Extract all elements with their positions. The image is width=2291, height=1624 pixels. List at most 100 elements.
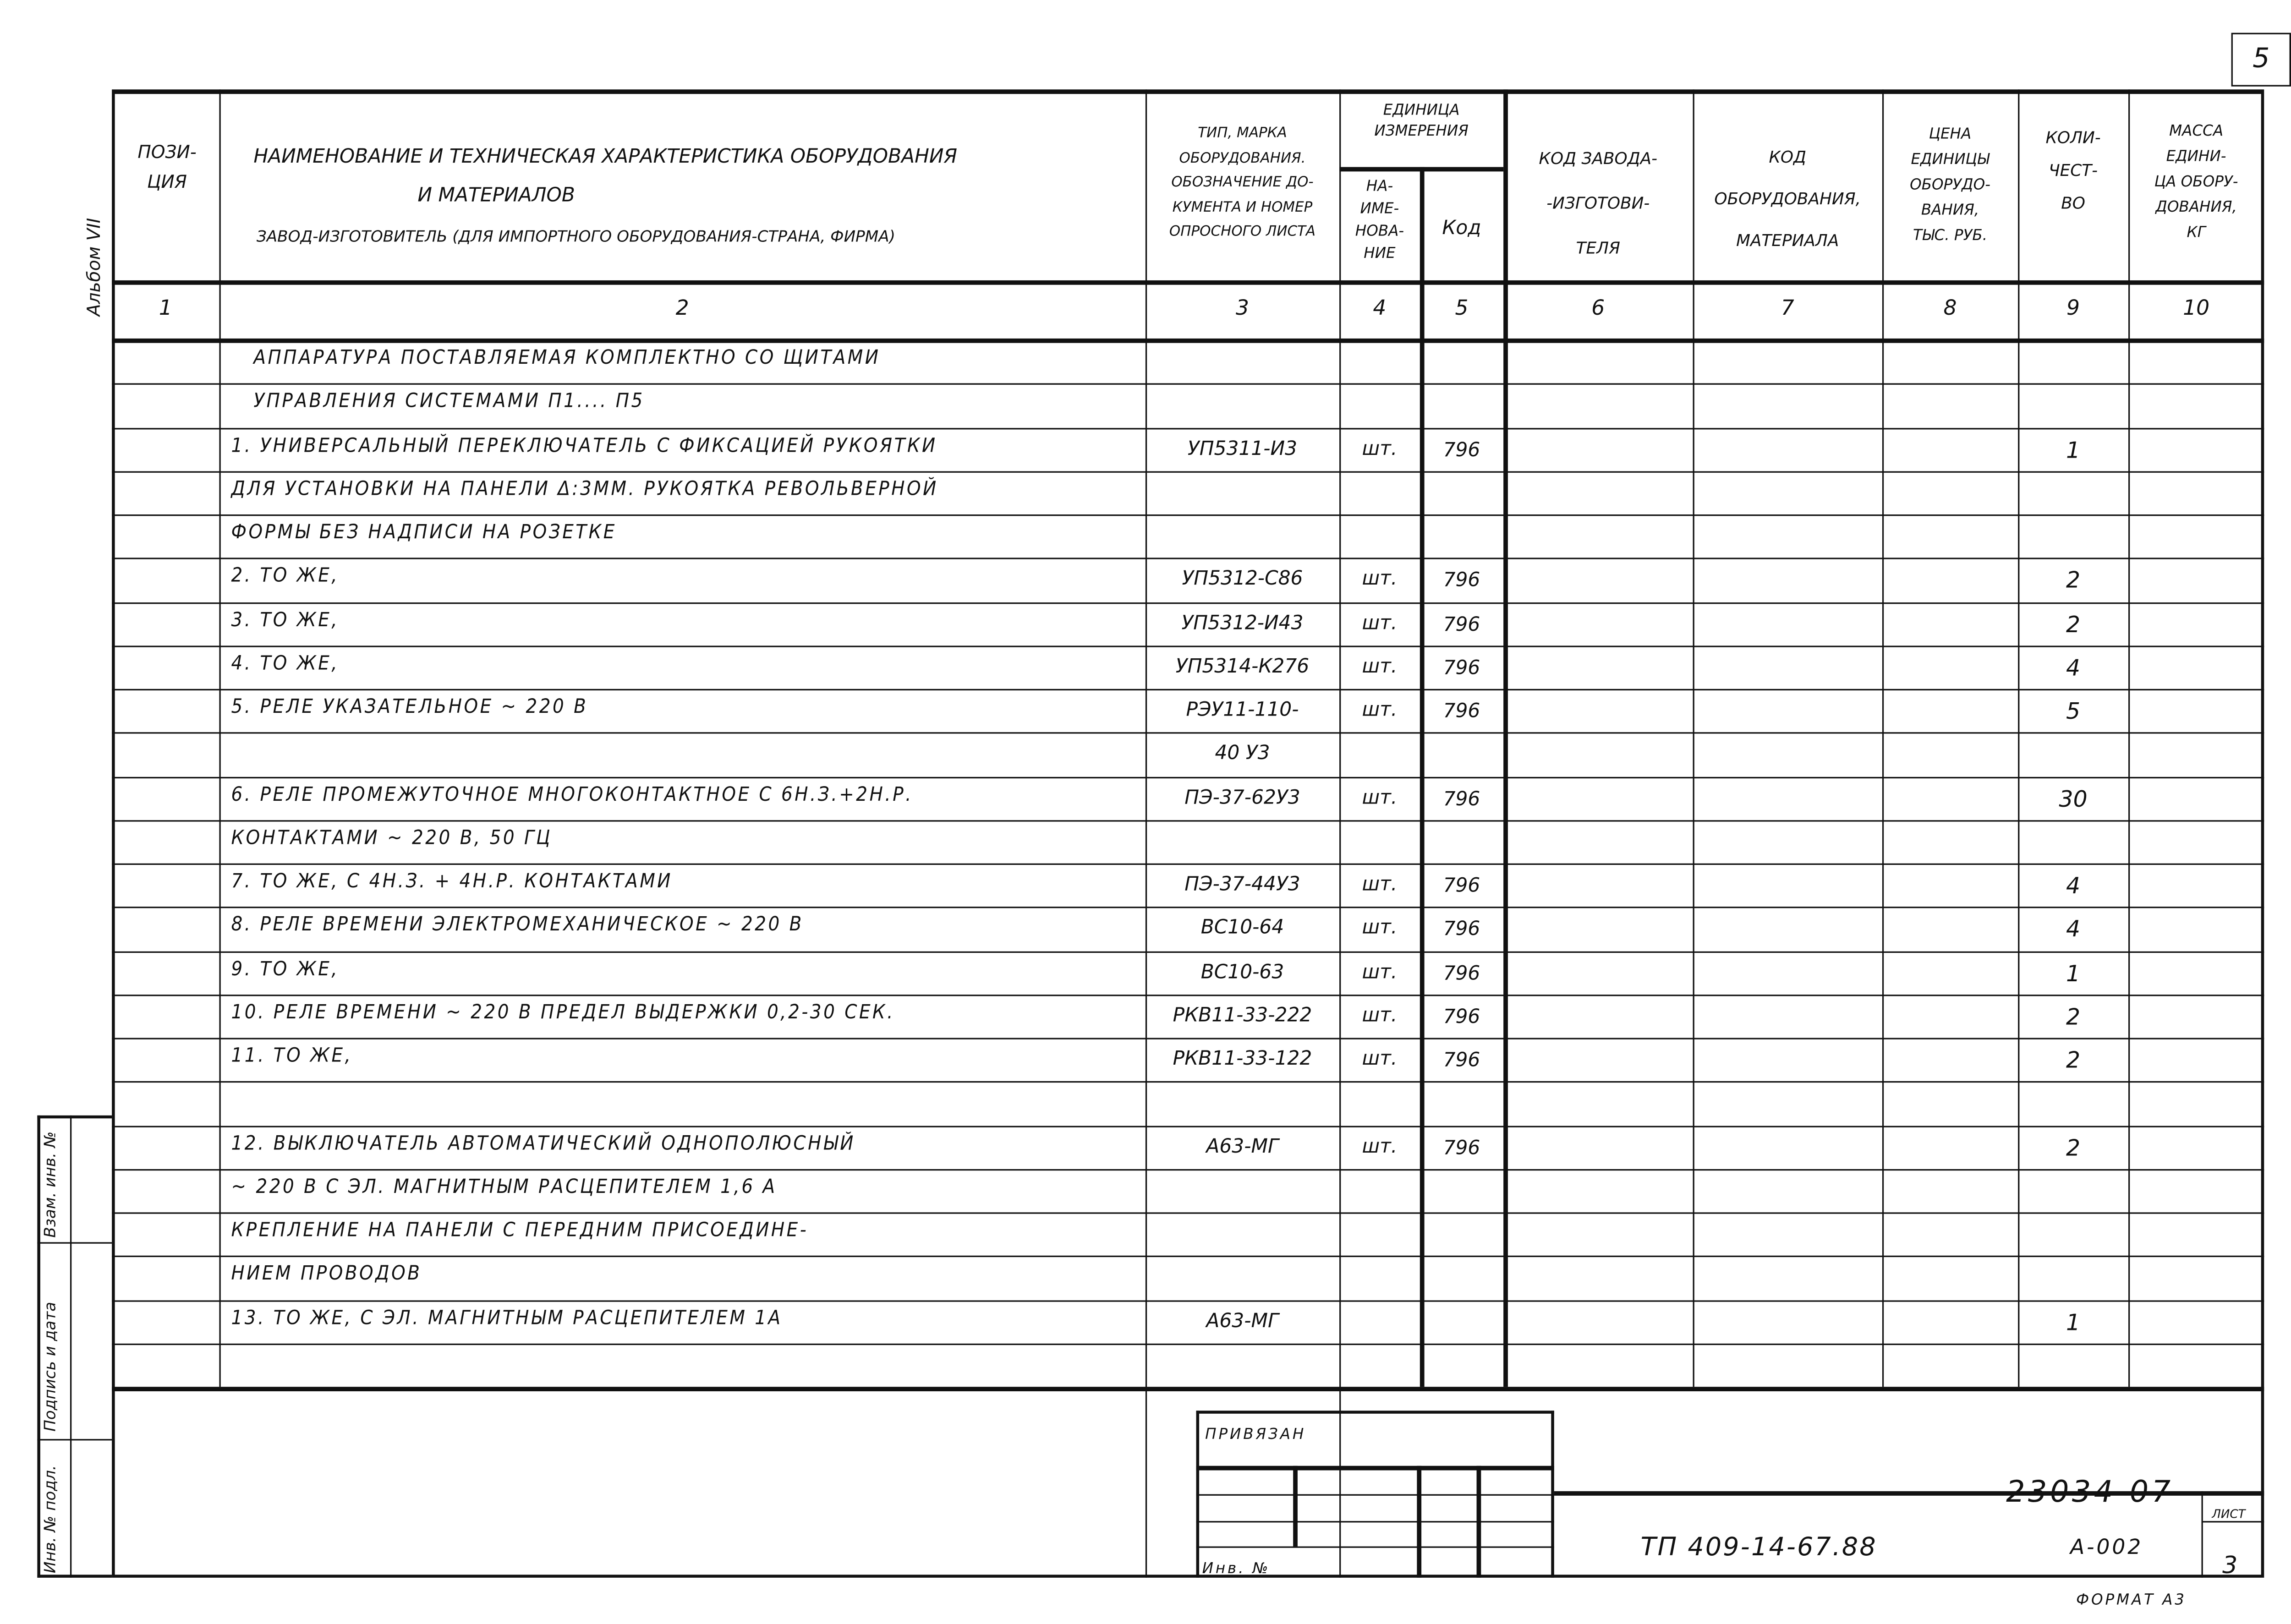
item-type: ВС10-63 xyxy=(1200,961,1284,984)
item-type: А63-МГ xyxy=(1206,1310,1279,1333)
side-stamp xyxy=(37,1115,112,1578)
item-quantity: 1 xyxy=(2066,436,2081,463)
header-mass: Масса едини- ца обору- дования, кг xyxy=(2154,124,2238,242)
item-quantity: 30 xyxy=(2059,785,2088,812)
project-number: 23034-07 xyxy=(2006,1473,2174,1509)
item-name: 4. То же, xyxy=(231,652,340,675)
item-type: РКВ11-33-222 xyxy=(1173,1005,1312,1027)
header-position: Пози- ция xyxy=(137,142,197,192)
header-name-line3: Завод-изготовитель (для импортного обору… xyxy=(256,228,896,246)
item-type: 40 У3 xyxy=(1215,743,1270,766)
item-name: 9. То же, xyxy=(231,958,340,981)
item-unit-code: 796 xyxy=(1443,1050,1480,1072)
item-type: УП5314-К276 xyxy=(1175,656,1310,678)
row-line xyxy=(112,1212,2264,1214)
item-quantity: 1 xyxy=(2066,959,2081,987)
column-number: 2 xyxy=(675,296,689,321)
column-divider xyxy=(2018,89,2020,1387)
item-unit: шт. xyxy=(1362,787,1398,809)
side-stamp-replaced: Взам. инв. № xyxy=(42,1131,60,1238)
item-name: 13. То же, с эл. магнитным расцепителем … xyxy=(231,1307,783,1329)
column-number: 1 xyxy=(159,296,172,321)
item-name: 11. То же, xyxy=(231,1045,353,1068)
designation: ТП 409-14-67.88 xyxy=(1640,1533,1877,1563)
item-name: 2. То же, xyxy=(231,565,340,588)
unit-divider xyxy=(1339,167,1504,172)
corner-sheet-box: 5 xyxy=(2231,33,2291,87)
row-line xyxy=(112,514,2264,516)
column-divider xyxy=(2128,89,2130,1387)
header-unit-code: Код xyxy=(1442,218,1481,241)
column-number: 6 xyxy=(1591,296,1605,321)
row-line xyxy=(112,1387,2264,1392)
row-line xyxy=(112,645,2264,647)
item-quantity: 2 xyxy=(2066,1047,2081,1074)
item-unit-code: 796 xyxy=(1443,788,1480,811)
row-line xyxy=(112,470,2264,473)
item-quantity: 5 xyxy=(2066,698,2081,725)
item-name: 12. Выключатель автоматический однополюс… xyxy=(231,1132,855,1155)
item-unit-code: 796 xyxy=(1443,657,1480,680)
column-divider xyxy=(1145,89,1147,1578)
format-label: Формат А3 xyxy=(2076,1592,2187,1609)
row-line xyxy=(112,951,2264,952)
column-divider xyxy=(1503,89,1508,1387)
item-type: А63-МГ xyxy=(1206,1135,1279,1158)
header-factory-code: Код завода- -изготови- теля xyxy=(1539,149,1658,258)
table-row xyxy=(112,1343,2264,1387)
column-number: 8 xyxy=(1943,296,1957,321)
item-quantity: 2 xyxy=(2066,567,2081,594)
header-quantity: Коли- чест- во xyxy=(2045,128,2101,213)
item-unit: шт. xyxy=(1362,874,1398,897)
item-unit: шт. xyxy=(1362,612,1398,635)
item-unit-code: 796 xyxy=(1443,700,1480,723)
header-equipment-code: Код оборудования, материала xyxy=(1714,148,1861,251)
header-unit-group: Единица измерения xyxy=(1374,103,1469,140)
item-quantity: 2 xyxy=(2066,610,2081,638)
row-line xyxy=(112,1081,2264,1083)
header-bottom-line xyxy=(112,280,2264,285)
inv-label: Инв. № xyxy=(1202,1561,1271,1578)
row-line xyxy=(112,820,2264,821)
item-name: 7. То же, с 4Н.З. + 4Н.Р. контактами xyxy=(231,870,673,893)
bound-label: Привязан xyxy=(1205,1427,1306,1444)
item-unit: шт. xyxy=(1362,917,1398,940)
item-quantity: 4 xyxy=(2066,654,2081,681)
item-unit: шт. xyxy=(1362,656,1398,678)
item-quantity: 4 xyxy=(2066,916,2081,943)
item-name: для установки на панели δ:3мм. Рукоятка … xyxy=(231,478,938,501)
item-unit: шт. xyxy=(1362,1135,1398,1158)
drawing-frame xyxy=(112,89,2264,1578)
row-line xyxy=(112,1343,2264,1345)
row-line xyxy=(112,863,2264,865)
item-unit: шт. xyxy=(1362,961,1398,984)
album-code: А-002 xyxy=(2070,1536,2143,1560)
item-unit-code: 796 xyxy=(1443,613,1480,636)
column-number: 9 xyxy=(2066,296,2080,321)
column-divider xyxy=(219,89,221,1387)
header-type: Тип, марка оборудования. Обозначение до-… xyxy=(1169,125,1316,241)
column-divider xyxy=(1882,89,1884,1387)
item-name: 8. Реле времени электромеханическое ~ 22… xyxy=(231,914,804,937)
column-divider xyxy=(1693,89,1694,1387)
row-line xyxy=(112,427,2264,429)
item-type: УП5312-С86 xyxy=(1182,569,1303,591)
item-unit: шт. xyxy=(1362,1048,1398,1071)
column-number: 7 xyxy=(1781,296,1794,321)
side-stamp-signature: Подпись и дата xyxy=(42,1301,60,1432)
item-unit: шт. xyxy=(1362,1005,1398,1027)
column-numbers-line xyxy=(112,338,2264,343)
item-name: формы без надписи на розетке xyxy=(231,522,617,545)
table-row xyxy=(112,1082,2264,1125)
row-line xyxy=(112,1256,2264,1258)
item-name: 6. Реле промежуточное многоконтактное с … xyxy=(231,783,914,806)
column-number: 5 xyxy=(1455,296,1469,321)
header-name-line2: и материалов xyxy=(417,185,575,208)
sheet-label: Лист xyxy=(2212,1507,2246,1521)
item-quantity: 2 xyxy=(2066,1003,2081,1030)
side-stamp-inv: Инв. № подл. xyxy=(42,1465,60,1574)
item-type: ПЭ-37-62У3 xyxy=(1184,787,1300,809)
column-number: 4 xyxy=(1373,296,1387,321)
row-line xyxy=(112,383,2264,385)
